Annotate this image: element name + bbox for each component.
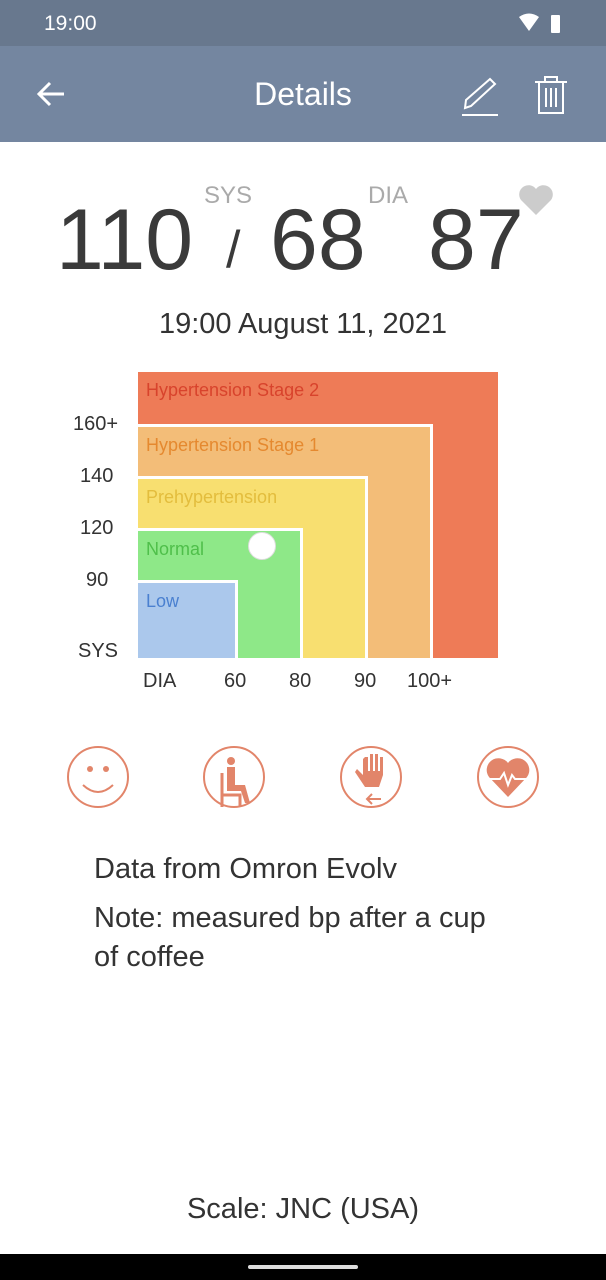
zone-label: Low: [146, 591, 180, 611]
back-arrow-icon[interactable]: [36, 80, 66, 108]
scale-label: Scale: JNC (USA): [186, 1193, 420, 1225]
x-tick: 90: [354, 670, 377, 692]
x-axis-label: DIA: [143, 670, 177, 692]
x-tick: 100+: [407, 670, 453, 692]
dia-value: 68: [270, 192, 366, 288]
heart-icon[interactable]: [518, 184, 554, 216]
sys-label: SYS: [204, 182, 253, 209]
y-tick: 160+: [73, 413, 119, 435]
navigation-bar: [0, 1254, 606, 1280]
zone-label: Hypertension Stage 2: [146, 380, 320, 400]
status-bar: 19:00: [0, 0, 606, 46]
y-tick: 140: [80, 465, 114, 487]
datetime: 19:00 August 11, 2021: [158, 308, 448, 340]
pulse-value: 87: [428, 192, 524, 288]
wifi-icon: [519, 13, 560, 33]
home-handle[interactable]: [248, 1265, 358, 1269]
x-tick: 60: [224, 670, 247, 692]
data-source: Data from Omron Evolv: [94, 853, 397, 885]
app-bar: Details: [0, 46, 606, 142]
status-time: 19:00: [44, 12, 97, 35]
smiley-icon[interactable]: [66, 745, 130, 809]
hand-arm-icon[interactable]: [339, 745, 403, 809]
zone-label: Hypertension Stage 1: [146, 435, 320, 455]
heart-rate-icon[interactable]: [476, 745, 540, 809]
dia-label: DIA: [368, 182, 409, 209]
separator: /: [226, 221, 241, 279]
x-tick: 80: [289, 670, 312, 692]
trash-icon[interactable]: [532, 74, 570, 116]
zone-label: Prehypertension: [146, 487, 278, 507]
seated-icon[interactable]: [202, 745, 266, 809]
y-tick: 120: [80, 517, 114, 539]
page-title: Details: [254, 76, 352, 112]
reading-marker: [248, 532, 276, 560]
y-axis-label: SYS: [78, 640, 119, 662]
zone-label: Normal: [146, 539, 205, 559]
note-text: Note: measured bp after a cup of coffee: [94, 902, 486, 973]
zone-low: Low: [138, 580, 238, 658]
sys-value: 110: [56, 192, 194, 288]
edit-pencil-icon[interactable]: [460, 76, 500, 118]
y-tick: 90: [86, 569, 109, 591]
